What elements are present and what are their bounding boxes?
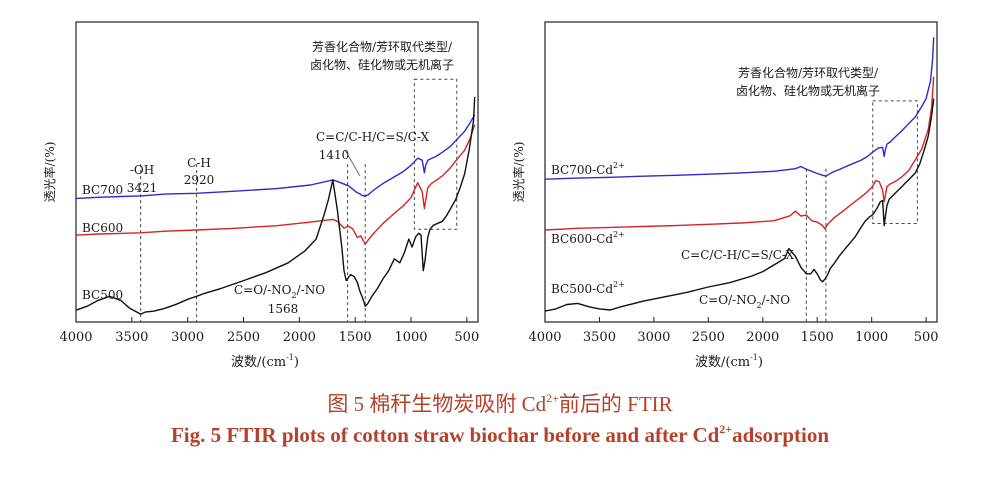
series-line-bc600 <box>75 124 476 245</box>
band-value-3421: 3421 <box>127 181 158 195</box>
aromatic-label-line-1-right: 芳香化合物/芳环取代类型/ <box>738 65 879 80</box>
figure-caption-zh: 图 5 棉秆生物炭吸附 Cd2+前后的 FTIR <box>327 391 673 416</box>
x-tick-label: 2000 <box>283 330 316 345</box>
x-tick-label: 1500 <box>801 330 834 345</box>
series-label-superscript: 2+ <box>613 230 625 239</box>
x-axis-label: 波数/(cm-1) <box>695 353 763 370</box>
x-tick-label: 3500 <box>115 330 148 345</box>
series-line-bc600-cd2- <box>544 76 935 231</box>
band-value-1410: 1410 <box>319 148 350 162</box>
band-value-2920: 2920 <box>184 173 215 187</box>
x-tick-label: 1000 <box>855 330 888 345</box>
aromatic-label-line-2: 卤化物、硅化物或无机离子 <box>310 57 454 72</box>
band-label-co-right: C=O/-NO2/-NO <box>699 293 790 310</box>
x-tick-label: 500 <box>454 330 479 345</box>
band-label-co-subscript-right: 2 <box>757 301 762 310</box>
series-label-bc600: BC600 <box>82 221 123 235</box>
series-line-bc700-cd2- <box>544 37 935 180</box>
x-axis-label-superscript: -1 <box>286 353 294 362</box>
plot-frame <box>75 21 479 323</box>
x-tick-label: 2500 <box>227 330 260 345</box>
x-tick-label: 3500 <box>583 330 616 345</box>
highlight-dashed-box <box>413 78 458 230</box>
series-label-superscript: 2+ <box>613 280 625 289</box>
band-label-co-tail: /-NO <box>297 283 326 297</box>
x-axis-label: 波数/(cm-1) <box>231 353 299 370</box>
y-axis-label: 透光率/(%) <box>42 142 57 203</box>
x-tick-label: 500 <box>914 330 939 345</box>
band-label-co: C=O/-NO2/-NO <box>234 283 325 300</box>
series-label-superscript: 2+ <box>613 161 625 170</box>
band-label-ch: C-H <box>187 156 211 170</box>
left-ftir-panel: 4000 3500 3000 2500 2000 1500 1000 500 波数/(cm-1)… <box>42 21 479 370</box>
aromatic-label-line-2-right: 卤化物、硅化物或无机离子 <box>736 83 880 98</box>
annotation-pointer <box>344 149 361 177</box>
series-line-bc700 <box>75 114 476 200</box>
x-axis-label-close: ) <box>758 355 763 370</box>
series-line-bc500-cd2- <box>544 98 935 312</box>
x-tick-label: 3000 <box>171 330 204 345</box>
band-label-ccch: C=C/C-H/C=S/C-X <box>316 130 430 144</box>
series-label-bc700-cd: BC700-Cd2+ <box>551 161 625 177</box>
series-label-bc500-cd: BC500-Cd2+ <box>551 280 625 296</box>
plot-frame <box>544 21 938 323</box>
x-tick-label: 4000 <box>59 330 92 345</box>
x-tick-label: 2000 <box>746 330 779 345</box>
series-line-bc500 <box>75 96 476 315</box>
band-label-co-tail-right: /-NO <box>762 293 791 307</box>
series-label-bc600-cd: BC600-Cd2+ <box>551 230 625 246</box>
band-label-oh: -OH <box>130 163 154 177</box>
y-axis-label: 透光率/(%) <box>511 142 526 203</box>
x-axis-label-superscript: -1 <box>750 353 758 362</box>
band-value-1568: 1568 <box>268 302 299 316</box>
x-axis-label-close: ) <box>294 355 299 370</box>
band-label-co-subscript: 2 <box>292 291 297 300</box>
right-ftir-panel: 4000 3500 3000 2500 2000 1500 1000 500 波数/(cm-1)… <box>511 21 939 370</box>
x-tick-label: 2500 <box>692 330 725 345</box>
highlight-dashed-box <box>872 100 918 224</box>
aromatic-label-line-1: 芳香化合物/芳环取代类型/ <box>312 39 453 54</box>
x-tick-label: 4000 <box>528 330 561 345</box>
x-tick-label: 1000 <box>394 330 427 345</box>
series-label-bc500: BC500 <box>82 288 123 302</box>
series-label-bc700: BC700 <box>82 183 123 197</box>
x-tick-label: 3000 <box>637 330 670 345</box>
x-tick-label: 1500 <box>339 330 372 345</box>
figure-caption-en: Fig. 5 FTIR plots of cotton straw biocha… <box>170 422 829 447</box>
band-label-ccch-right: C=C/C-H/C=S/C-X <box>681 248 795 262</box>
